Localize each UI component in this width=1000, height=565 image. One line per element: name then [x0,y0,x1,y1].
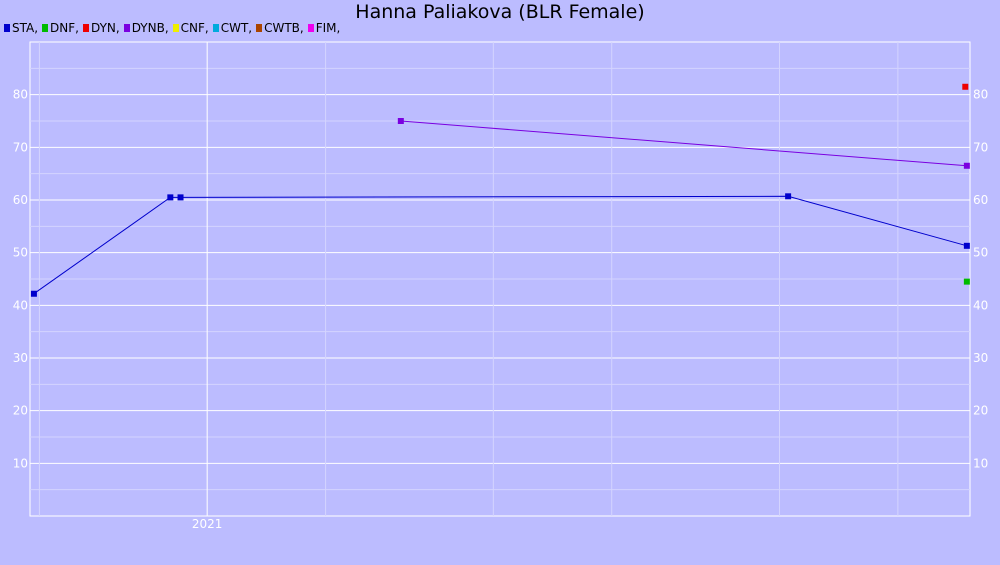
y-tick-label-left: 10 [13,456,28,470]
chart-title: Hanna Paliakova (BLR Female) [355,1,645,23]
legend-item: CNF, [172,20,209,36]
data-point-dnf [963,278,970,285]
data-point-sta [167,194,174,201]
legend-item: FIM, [307,20,341,36]
legend-swatch [212,24,219,32]
legend-label: FIM, [315,21,341,35]
data-point-sta [30,290,37,297]
y-tick-label-right: 30 [973,351,988,365]
legend-swatch [256,24,263,32]
legend-item: DNF, [42,20,79,36]
data-point-sta [177,194,184,201]
legend: STA, DNF, DYN, DYNB, CNF, CWT, CWTB, FIM, [4,20,344,36]
legend-item: STA, [4,20,38,36]
legend-label: DYNB, [131,21,169,35]
legend-label: CWT, [220,21,253,35]
x-tick-label: 2021 [192,517,223,531]
legend-swatch [42,24,49,32]
y-tick-label-right: 60 [973,193,988,207]
data-point-dyn [962,83,969,90]
y-tick-label-left: 70 [13,140,28,154]
data-point-dynb [397,118,404,124]
data-point-sta [785,193,792,200]
legend-label: STA, [12,21,39,35]
data-point-dynb [963,162,970,169]
y-tick-label-right: 10 [973,456,988,470]
legend-item: DYNB, [123,20,169,36]
legend-item: CWT, [212,20,253,36]
y-tick-label-right: 80 [973,88,988,102]
legend-label: CNF, [180,21,209,35]
data-point-sta [963,242,970,249]
legend-label: CWTB, [264,21,304,35]
legend-swatch [82,24,89,32]
y-tick-label-left: 60 [13,193,28,207]
legend-label: DYN, [90,21,120,35]
y-tick-label-left: 40 [13,298,28,312]
y-tick-label-left: 30 [13,351,28,365]
y-tick-label-left: 50 [13,246,28,260]
y-tick-label-left: 80 [13,88,28,102]
y-tick-label-left: 20 [13,404,28,418]
y-tick-label-right: 50 [973,246,988,260]
legend-item: CWTB, [256,20,304,36]
legend-item: DYN, [82,20,120,36]
legend-label: DNF, [50,21,79,35]
legend-swatch [172,24,179,32]
y-tick-label-right: 20 [973,404,988,418]
y-tick-label-right: 70 [973,140,988,154]
legend-swatch [123,24,130,32]
series-line-dynb [400,120,967,167]
legend-swatch [307,24,314,32]
legend-swatch [4,24,10,32]
y-tick-label-right: 40 [973,298,988,312]
